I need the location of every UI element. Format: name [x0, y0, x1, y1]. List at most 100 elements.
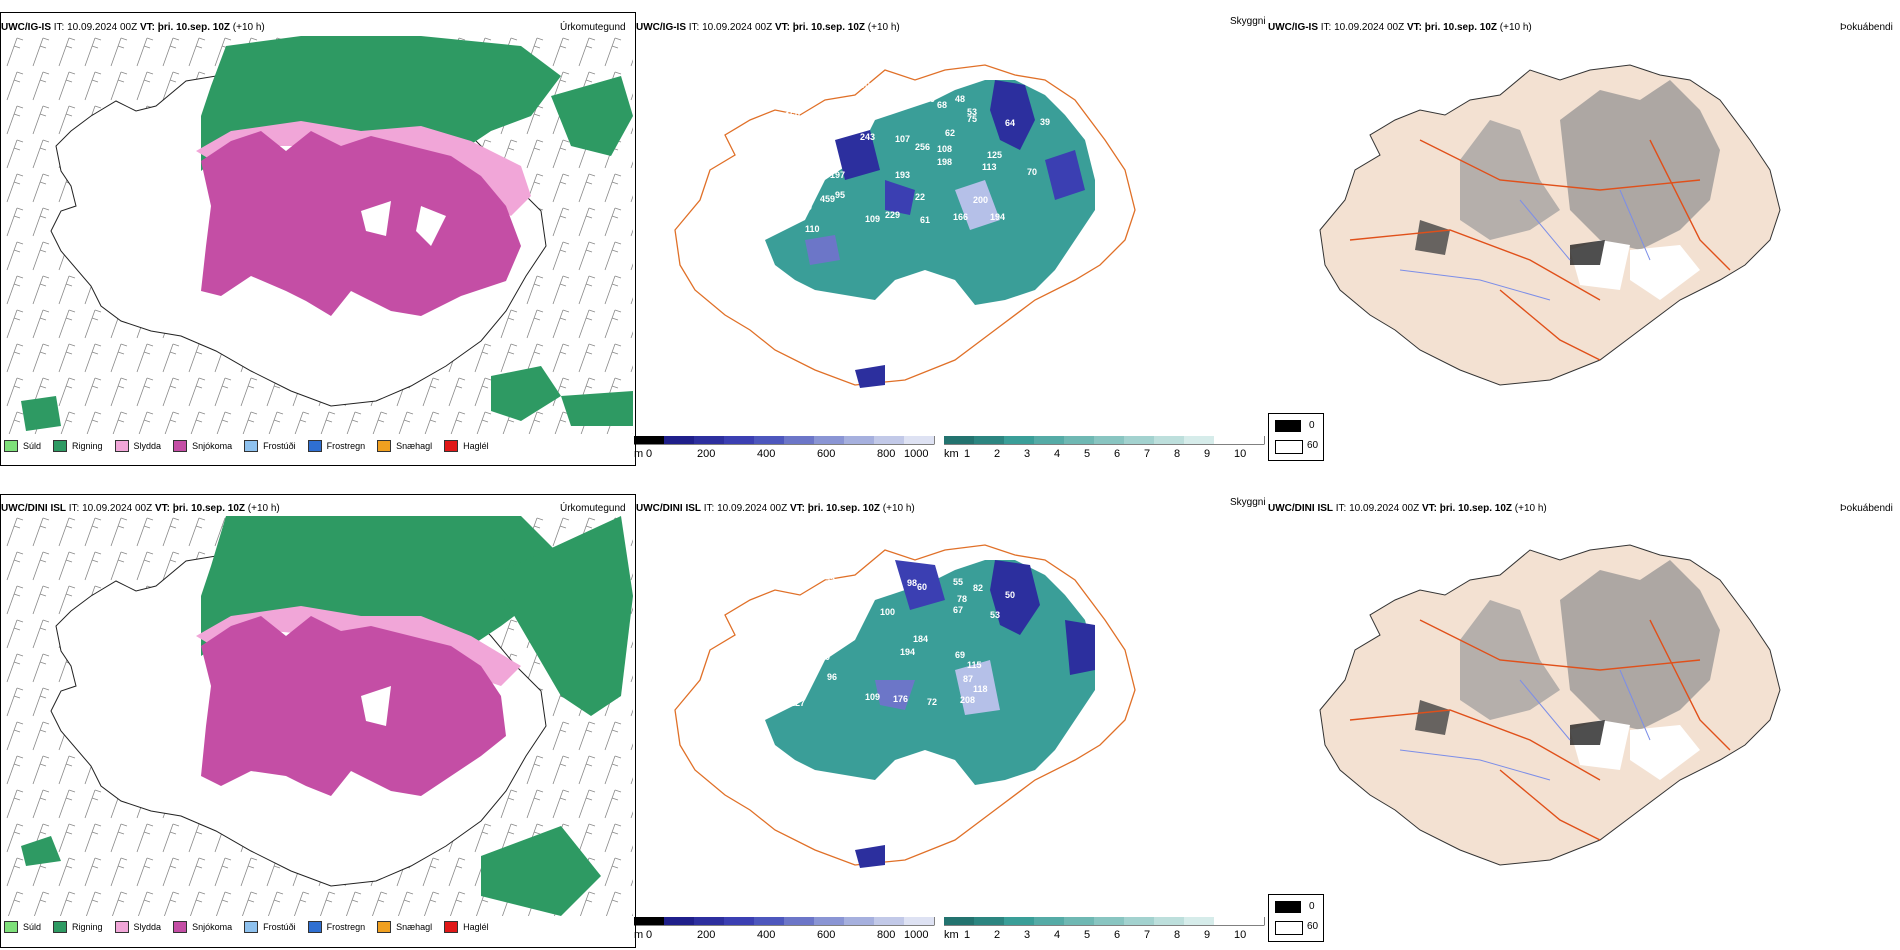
vis-value-label: 403 [735, 662, 750, 672]
km-tick: 3 [1024, 448, 1031, 460]
legend-rain: Rigning [53, 440, 103, 452]
height-tick: 400 [757, 448, 776, 460]
km-tick: 1 [964, 929, 971, 941]
vis-value-label: 80 [815, 314, 825, 324]
vis-value-label: 64 [1005, 118, 1015, 128]
vis-value-label: 120 [752, 688, 767, 698]
vis-name-row1: Skyggni [1230, 16, 1266, 27]
vis-value-label: 166 [953, 212, 968, 222]
fog-map-row2 [1319, 544, 1781, 866]
fog-key-row1: 0 60 [1268, 413, 1324, 461]
height-colorbar-row2: m 0 200 400 600 800 1000 [634, 917, 935, 947]
height-tick: 200 [697, 929, 716, 941]
height-tick: 0 [646, 929, 653, 941]
km-tick: 5 [1084, 929, 1091, 941]
legend-drizzle: Súld [4, 440, 41, 452]
vis-value-label: 125 [987, 150, 1002, 160]
vis-value-label: 139 [797, 202, 812, 212]
vis-value-label: 69 [955, 650, 965, 660]
vis-value-label: 200 [973, 195, 988, 205]
height-tick: 800 [877, 448, 896, 460]
vis-value-label: 110 [805, 224, 820, 234]
km-tick: 6 [1114, 929, 1121, 941]
legend-frost-drizzle: Frostúði [244, 921, 296, 933]
km-tick: 6 [1114, 448, 1121, 460]
km-tick: 2 [994, 448, 1001, 460]
vis-value-label: 62 [945, 128, 955, 138]
height-unit: m [634, 929, 644, 941]
vis-value-label: 12 [905, 87, 915, 97]
vis-value-label: 120 [853, 601, 868, 611]
vis-value-label: 72 [927, 697, 937, 707]
vis-value-label: 109 [865, 692, 880, 702]
fog-name-row2: Þokuábendi [1840, 503, 1893, 514]
vis-value-label: 174 [815, 587, 830, 597]
rain-area [201, 36, 561, 171]
vis-value-label: 50 [1005, 590, 1015, 600]
vis-value-label: 122 [883, 92, 898, 102]
vis-value-label: 103 [799, 674, 814, 684]
vis-value-label: 164 [758, 224, 773, 234]
vis-value-label: 145 [765, 152, 780, 162]
vis-value-label: 68 [937, 100, 947, 110]
vis-value-label: 229 [805, 614, 820, 624]
vis-value-label: 61 [920, 215, 930, 225]
vis-value-label: 142 [773, 680, 788, 690]
vis-value-label: 67 [953, 605, 963, 615]
vis-value-label: 82 [973, 583, 983, 593]
precip-panel-row2 [0, 494, 636, 948]
vis-value-label: 192 [800, 597, 815, 607]
fog-key-row2: 0 60 [1268, 894, 1324, 942]
legend-drizzle: Súld [4, 921, 41, 933]
vis-value-label: 117 [840, 87, 855, 97]
vis-value-label: 176 [893, 694, 908, 704]
legend-frost-rain: Frostregn [307, 440, 365, 452]
legend-hail-snow: Snæhagl [377, 440, 432, 452]
height-tick: 1000 [904, 929, 929, 941]
vis-value-label: 193 [895, 170, 910, 180]
vis-value-label: 130 [811, 630, 826, 640]
height-tick: 1000 [904, 448, 929, 460]
legend-snow: Snjókoma [173, 921, 232, 933]
vis-value-label: 108 [937, 144, 952, 154]
km-tick: 7 [1144, 929, 1151, 941]
vis-value-label: 198 [937, 157, 952, 167]
rain-area-s [561, 391, 633, 426]
vis-value-label: 256 [915, 142, 930, 152]
height-unit: m [634, 448, 644, 460]
km-tick: 7 [1144, 448, 1151, 460]
iceland-outline [1319, 544, 1781, 866]
legend-hail-snow: Snæhagl [377, 921, 432, 933]
km-tick: 4 [1054, 929, 1061, 941]
km-tick: 8 [1174, 929, 1181, 941]
vis-value-label: 127 [790, 698, 805, 708]
vis-value-label: 163 [775, 144, 790, 154]
precip-panel-row1 [0, 12, 636, 466]
km-unit: km [944, 448, 959, 460]
vis-value-label: 55 [953, 577, 963, 587]
legend-rain: Rigning [53, 921, 103, 933]
vis-dark-area-7 [855, 365, 885, 388]
vis-value-label: 40 [785, 134, 795, 144]
vis-value-label: 22 [915, 192, 925, 202]
precip-title-row1: UWC/IG-IS IT: 10.09.2024 00Z VT: þri. 10… [1, 22, 265, 33]
km-tick: 5 [1084, 448, 1091, 460]
rain-area-east [551, 76, 633, 156]
height-tick: 400 [757, 929, 776, 941]
vis-value-label: 78 [957, 594, 967, 604]
precip-name-row2: Úrkomutegund [560, 503, 626, 514]
vis-dark-area-1 [990, 80, 1035, 150]
precip-title-row2: UWC/DINI ISL IT: 10.09.2024 00Z VT: þri.… [1, 503, 280, 514]
vis-value-label: 53 [967, 107, 977, 117]
legend-frost-rain: Frostregn [307, 921, 365, 933]
vis-value-label: 12 [845, 607, 855, 617]
fog-key-value: 60 [1307, 440, 1319, 451]
fog-key-value: 0 [1309, 901, 1315, 912]
snow-area [201, 131, 521, 316]
rain-area-east [491, 516, 633, 716]
vis-value-label: 79 [915, 80, 925, 90]
